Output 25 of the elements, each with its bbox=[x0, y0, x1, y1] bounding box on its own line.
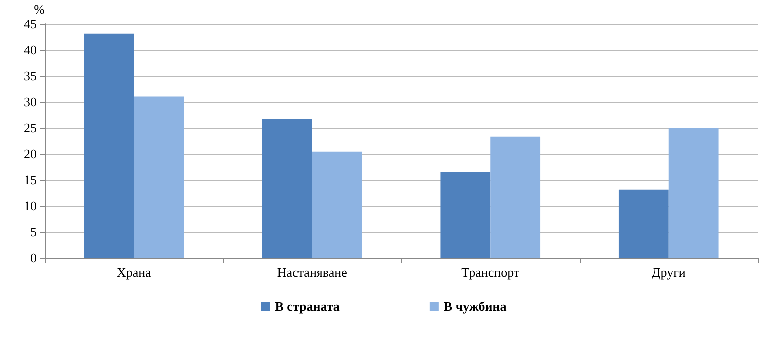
x-tick-label: Настаняване bbox=[277, 265, 348, 280]
legend-label: В чужбина bbox=[444, 299, 508, 314]
x-tick-label: Храна bbox=[116, 265, 152, 280]
legend-label: В страната bbox=[275, 299, 340, 314]
bar bbox=[490, 136, 541, 258]
y-tick-label: 40 bbox=[24, 42, 37, 58]
y-tick-label: 20 bbox=[24, 146, 37, 162]
y-tick-label: 15 bbox=[24, 172, 37, 188]
bar bbox=[262, 119, 312, 258]
bar bbox=[312, 152, 362, 258]
bar bbox=[618, 190, 669, 258]
y-tick-label: 5 bbox=[30, 224, 37, 240]
x-tick-label: Други bbox=[652, 265, 686, 280]
y-tick-label: 25 bbox=[24, 120, 37, 136]
y-tick-label: 30 bbox=[24, 94, 37, 110]
x-tick-label: Транспорт bbox=[462, 265, 520, 280]
y-tick-label: 10 bbox=[24, 198, 37, 214]
bar bbox=[134, 96, 184, 258]
y-tick-label: 0 bbox=[30, 250, 37, 266]
y-tick-label: 45 bbox=[24, 16, 37, 32]
bar bbox=[440, 172, 491, 258]
bar bbox=[84, 34, 134, 258]
y-tick-label: 35 bbox=[24, 68, 37, 84]
bar bbox=[668, 128, 719, 258]
y-axis-title: % bbox=[34, 2, 46, 17]
